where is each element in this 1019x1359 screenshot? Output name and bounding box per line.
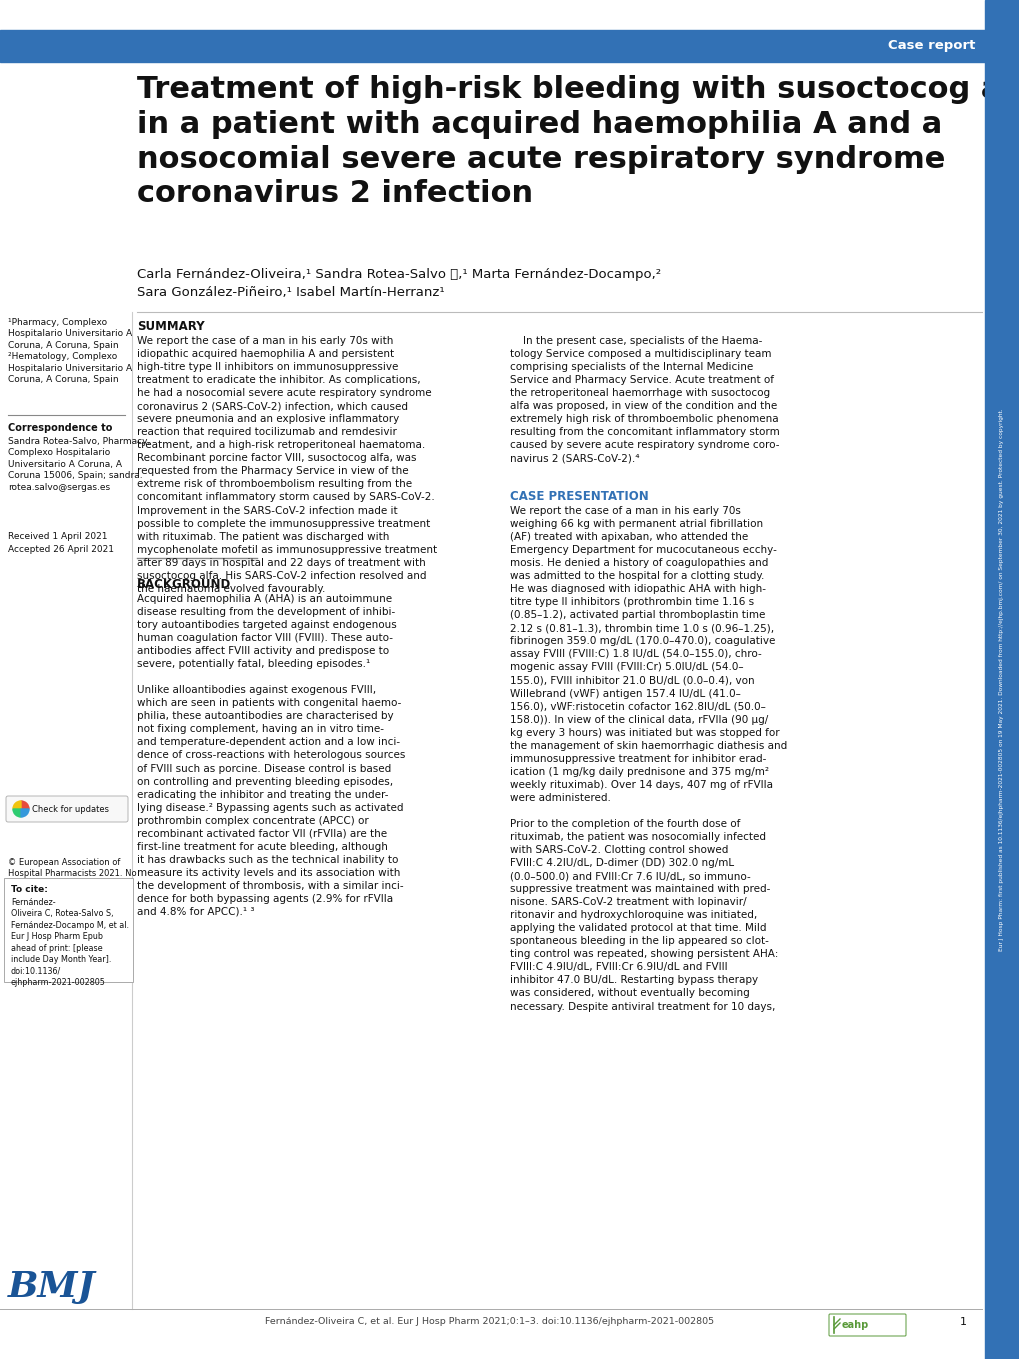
Text: CASE PRESENTATION: CASE PRESENTATION <box>510 491 648 503</box>
Bar <box>0 30 984 63</box>
Text: Sandra Rotea-Salvo, Pharmacy,
Complexo Hospitalario
Universitario A Coruna, A
Co: Sandra Rotea-Salvo, Pharmacy, Complexo H… <box>8 438 150 492</box>
Text: Check for updates: Check for updates <box>32 805 109 814</box>
Text: Carla Fernández-Oliveira,¹ Sandra Rotea-Salvo ⓘ,¹ Marta Fernández-Docampo,²
Sara: Carla Fernández-Oliveira,¹ Sandra Rotea-… <box>137 268 660 299</box>
FancyBboxPatch shape <box>4 878 132 983</box>
Text: BMJ: BMJ <box>8 1271 96 1305</box>
Text: Fernández-Oliveira C, et al. Eur J Hosp Pharm 2021;0:1–3. doi:10.1136/ejhpharm-2: Fernández-Oliveira C, et al. Eur J Hosp … <box>265 1317 714 1326</box>
Text: Eur J Hosp Pharm: first published as 10.1136/ejhpharm-2021-002805 on 19 May 2021: Eur J Hosp Pharm: first published as 10.… <box>999 408 1004 951</box>
Text: © European Association of
Hospital Pharmacists 2021. No
commercial re-use. See r: © European Association of Hospital Pharm… <box>8 858 137 913</box>
FancyBboxPatch shape <box>6 796 127 822</box>
Wedge shape <box>21 800 29 809</box>
Text: We report the case of a man in his early 70s with
idiopathic acquired haemophili: We report the case of a man in his early… <box>137 336 437 594</box>
Text: Acquired haemophilia A (AHA) is an autoimmune
disease resulting from the develop: Acquired haemophilia A (AHA) is an autoi… <box>137 594 405 917</box>
Text: BACKGROUND: BACKGROUND <box>137 578 231 591</box>
Text: eahp: eahp <box>841 1320 868 1330</box>
Wedge shape <box>13 809 21 817</box>
Text: Fernández-
Oliveira C, Rotea-Salvo S,
Fernández-Docampo M, et al.
Eur J Hosp Pha: Fernández- Oliveira C, Rotea-Salvo S, Fe… <box>11 898 128 987</box>
Text: To cite:: To cite: <box>11 885 48 894</box>
Text: 1: 1 <box>959 1317 966 1326</box>
Text: Treatment of high-risk bleeding with susoctocog alfa
in a patient with acquired : Treatment of high-risk bleeding with sus… <box>137 75 1019 208</box>
Text: In the present case, specialists of the Haema-
tology Service composed a multidi: In the present case, specialists of the … <box>510 336 779 463</box>
Text: Received 1 April 2021
Accepted 26 April 2021: Received 1 April 2021 Accepted 26 April … <box>8 531 114 553</box>
Text: Correspondence to: Correspondence to <box>8 423 112 434</box>
Text: ¹Pharmacy, Complexo
Hospitalario Universitario A
Coruna, A Coruna, Spain
²Hemato: ¹Pharmacy, Complexo Hospitalario Univers… <box>8 318 132 385</box>
Text: Case report: Case report <box>887 39 974 53</box>
Bar <box>984 0 1019 1359</box>
Text: SUMMARY: SUMMARY <box>137 319 205 333</box>
FancyBboxPatch shape <box>828 1314 905 1336</box>
Wedge shape <box>13 800 21 809</box>
Wedge shape <box>21 809 29 817</box>
Text: We report the case of a man in his early 70s
weighing 66 kg with permanent atria: We report the case of a man in his early… <box>510 506 787 1011</box>
